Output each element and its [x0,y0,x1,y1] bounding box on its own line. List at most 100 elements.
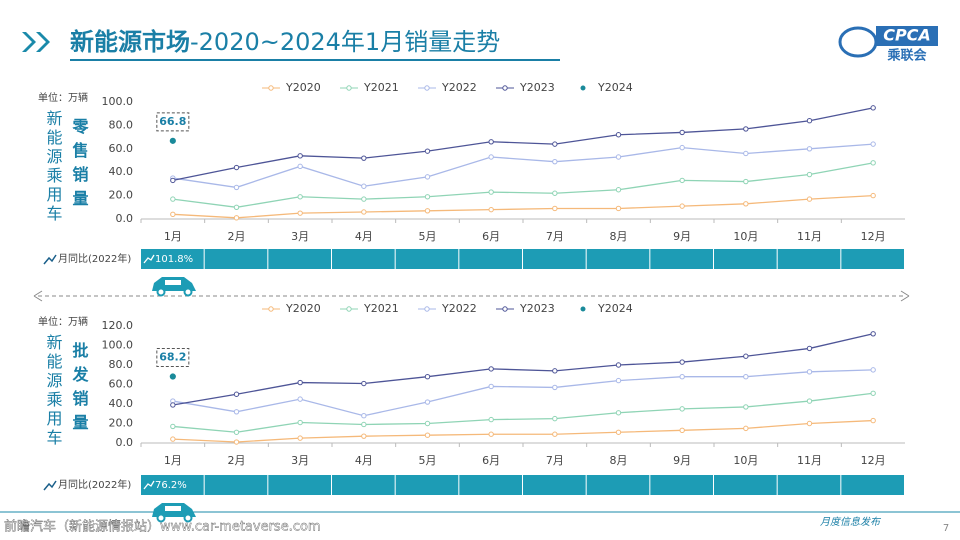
data-point [361,380,367,387]
data-point [743,353,749,359]
data-point [361,155,367,161]
side-label: 新能源乘用车 [44,110,63,224]
data-point [743,404,749,410]
legend-marker [502,85,508,91]
data-point [170,177,176,184]
legend-label: Y2022 [441,302,477,315]
data-point [361,421,367,428]
series-line [172,392,874,433]
y-tick-label: 40.0 [109,397,134,410]
yoy-cell [650,475,713,495]
x-tick-label: 4月 [355,230,373,243]
trend-icon [43,480,57,491]
yoy-icon [143,254,155,264]
logo-text: CPCA [883,26,931,45]
legend-label: Y2023 [519,302,555,315]
data-point [552,415,558,422]
yoy-cell [204,249,268,269]
legend-marker [502,306,508,312]
series-line [172,369,874,417]
data-point [743,178,749,185]
data-point [424,208,431,214]
data-point [361,183,367,189]
x-tick-label: 12月 [861,454,886,467]
data-point [233,164,240,171]
yoy-cell [332,475,395,495]
data-label: 66.8 [159,115,186,128]
y-tick-label: 100.0 [102,95,134,108]
yoy-cell [714,475,777,495]
data-point [361,196,367,202]
x-tick-label: 5月 [419,230,437,243]
trend-icon [43,254,57,265]
data-point [615,187,622,193]
yoy-cell [395,249,459,269]
data-point [615,429,622,435]
series-line [172,419,874,443]
x-tick-label: 6月 [482,454,500,467]
data-point [552,384,558,391]
data-point [806,398,813,404]
yoy-cell [268,475,331,495]
slide-title: 新能源市场-2020~2024年1月销量走势 [70,28,500,56]
title-chevrons [22,32,50,52]
data-point [233,439,240,445]
side-label: 新能源乘用车 [44,334,63,448]
footer-source: 前瞻汽车（新能源情报站）www.car-metaverse.com [4,519,321,535]
car-wheel [183,287,193,297]
data-point [806,420,813,427]
x-tick-label: 11月 [797,454,822,467]
data-point [297,379,303,386]
yoy-cell [459,249,522,269]
legend-marker [268,85,274,91]
x-tick-label: 6月 [482,230,500,243]
data-point [552,368,558,374]
data-point [615,154,622,160]
yoy-cell [204,475,268,495]
data-point [615,132,622,138]
data-point [806,146,813,152]
data-point [424,420,431,427]
legend-label: Y2021 [363,81,399,94]
data-point [297,194,303,200]
yoy-cell [523,475,586,495]
data-point [552,158,558,165]
data-point [679,129,685,136]
label-box [156,112,190,132]
legend-marker [424,85,430,91]
data-point [488,154,494,160]
footer-publish: 月度信息发布 [820,516,882,528]
series-line [172,194,874,219]
legend-marker [268,306,274,312]
data-point [233,409,240,415]
x-tick-label: 5月 [419,454,437,467]
car-wheel [156,287,166,297]
data-point [297,435,303,441]
yoy-cell [332,249,395,269]
yoy-cell [459,475,522,495]
data-point [169,373,176,380]
car-window [165,506,181,511]
y-tick-label: 40.0 [109,165,134,178]
x-tick-label: 9月 [673,230,691,243]
y-tick-label: 60.0 [109,142,134,155]
data-point [870,160,876,166]
x-tick-label: 10月 [733,454,758,467]
data-point [615,362,622,368]
y-tick-label: 60.0 [109,378,134,391]
legend-marker [346,85,352,91]
data-point [806,369,813,375]
yoy-icon [143,480,155,490]
yoy-cell [841,249,904,269]
unit-label: 单位：万辆 [38,315,88,328]
data-point [488,206,494,213]
yoy-label: 月同比(2022年) [58,252,131,265]
data-point [297,163,303,170]
data-point [233,429,240,435]
x-tick-label: 3月 [291,454,309,467]
x-tick-label: 1月 [164,230,182,243]
y-tick-label: 20.0 [109,189,134,202]
data-point [552,190,558,196]
legend-marker [580,85,586,91]
yoy-cell [777,475,841,495]
